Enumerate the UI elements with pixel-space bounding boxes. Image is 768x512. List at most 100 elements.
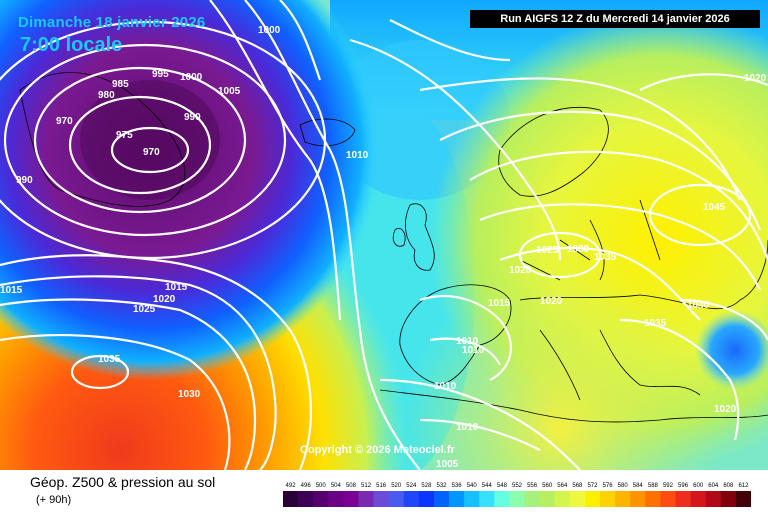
- scale-tick-label: 584: [633, 483, 644, 489]
- scale-tick-label: 528: [421, 483, 432, 489]
- scale-tick-label: 604: [708, 483, 719, 489]
- scale-swatch: [388, 491, 405, 507]
- isobar-labels: 1000 995 1000 1005 985 980 970 975 990 9…: [0, 25, 767, 470]
- isobar-label: 1010: [346, 150, 369, 161]
- isobar-label: 1000: [258, 25, 281, 36]
- scale-tick-label: 500: [316, 483, 327, 489]
- scale-swatch: [509, 491, 525, 507]
- scale-swatch: [358, 491, 374, 507]
- scale-swatch: [464, 491, 480, 507]
- scale-swatch: [479, 491, 495, 507]
- isobar-label: 980: [98, 90, 115, 101]
- isobar-label: 1035: [594, 252, 617, 263]
- scale-swatch: [494, 491, 510, 507]
- isobar-label: 1010: [456, 422, 479, 433]
- isobar-label: 990: [16, 175, 33, 186]
- forecast-time: 7:00 locale: [20, 34, 123, 56]
- scale-swatch: [433, 491, 450, 507]
- copyright-notice: Copyright © 2026 Meteociel.fr: [300, 444, 455, 456]
- isobar-label: 1005: [218, 86, 241, 97]
- scale-swatch: [735, 491, 751, 507]
- isobar-label: 1010: [456, 336, 479, 347]
- scale-swatch: [600, 491, 616, 507]
- isobar-label: 1020: [744, 73, 767, 84]
- legend-title: Géop. Z500 & pression au sol: [30, 474, 216, 490]
- scale-swatch: [343, 491, 359, 507]
- scale-tick-label: 540: [467, 483, 478, 489]
- scale-tick-label: 548: [497, 483, 508, 489]
- isobar-label: 1020: [509, 265, 532, 276]
- scale-tick-label: 504: [331, 483, 342, 489]
- scale-tick-label: 508: [346, 483, 357, 489]
- model-run-info: Run AIGFS 12 Z du Mercredi 14 janvier 20…: [470, 10, 760, 28]
- isobar-label: 1015: [488, 298, 511, 309]
- scale-tick-label: 532: [437, 483, 448, 489]
- scale-tick-label: 524: [406, 483, 417, 489]
- isobar-label: 990: [184, 112, 201, 123]
- isobar-label: 1040: [687, 300, 710, 311]
- scale-swatch: [418, 491, 435, 507]
- isobar-label: 1020: [540, 296, 563, 307]
- geopotential-field: 1000 995 1000 1005 985 980 970 975 990 9…: [0, 0, 768, 470]
- scale-tick-label: 568: [572, 483, 583, 489]
- isobar-label: 1025: [536, 245, 559, 256]
- scale-tick-label: 612: [738, 483, 749, 489]
- scale-tick-label: 536: [452, 483, 463, 489]
- isobar-label: 1010: [434, 381, 457, 392]
- scale-swatch: [690, 491, 707, 507]
- isobar-label: 1030: [178, 389, 201, 400]
- scale-swatch: [373, 491, 389, 507]
- isobar-label: 1020: [153, 294, 176, 305]
- scale-swatch: [554, 491, 571, 507]
- scale-tick-label: 512: [361, 483, 372, 489]
- scale-tick-label: 588: [648, 483, 659, 489]
- isobar-label: 970: [56, 116, 73, 127]
- scale-swatch: [569, 491, 586, 507]
- isobar-label: 1010: [462, 345, 485, 356]
- isobar-label: 1035: [644, 318, 667, 329]
- isobars: [0, 0, 768, 470]
- scale-swatch: [720, 491, 737, 507]
- scale-tick-label: 496: [301, 483, 312, 489]
- forecast-map: 1000 995 1000 1005 985 980 970 975 990 9…: [0, 0, 768, 470]
- scale-tick-label: 600: [693, 483, 704, 489]
- scale-tick-label: 592: [663, 483, 674, 489]
- scale-tick-label: 560: [542, 483, 553, 489]
- isobar-label: 1015: [0, 285, 23, 296]
- color-scale-bar: [283, 491, 751, 507]
- color-scale-labels: 492 496 500 504 508 512 516 520 524 528 532 536 540 5…: [286, 483, 750, 489]
- scale-tick-label: 608: [723, 483, 734, 489]
- scale-swatch: [705, 491, 722, 507]
- scale-swatch: [524, 491, 540, 507]
- isobar-label: 1025: [133, 304, 156, 315]
- scale-swatch: [403, 491, 420, 507]
- scale-swatch: [449, 491, 465, 507]
- scale-tick-label: 520: [391, 483, 402, 489]
- isobar-label: 1005: [436, 459, 459, 470]
- scale-tick-label: 572: [587, 483, 598, 489]
- scale-tick-label: 544: [482, 483, 493, 489]
- forecast-date: Dimanche 18 janvier 2026: [18, 14, 206, 31]
- isobar-label: 1030: [567, 244, 590, 255]
- isobar-label: 1015: [165, 282, 188, 293]
- scale-swatch: [539, 491, 556, 507]
- scale-swatch: [675, 491, 691, 507]
- scale-swatch: [615, 491, 631, 507]
- isobar-label: 985: [112, 79, 129, 90]
- isobar-label: 1020: [714, 404, 737, 415]
- scale-swatch: [660, 491, 676, 507]
- isobar-label: 995: [152, 69, 169, 80]
- scale-swatch: [328, 491, 344, 507]
- scale-tick-label: 576: [603, 483, 614, 489]
- scale-tick-label: 552: [512, 483, 523, 489]
- scale-swatch: [584, 491, 601, 507]
- scale-swatch: [298, 491, 314, 507]
- scale-tick-label: 556: [527, 483, 538, 489]
- scale-swatch: [630, 491, 646, 507]
- forecast-range: (+ 90h): [36, 494, 72, 506]
- isobar-label: 1035: [98, 354, 121, 365]
- scale-tick-label: 492: [286, 483, 297, 489]
- scale-swatch: [645, 491, 661, 507]
- isobar-label: 1045: [703, 202, 726, 213]
